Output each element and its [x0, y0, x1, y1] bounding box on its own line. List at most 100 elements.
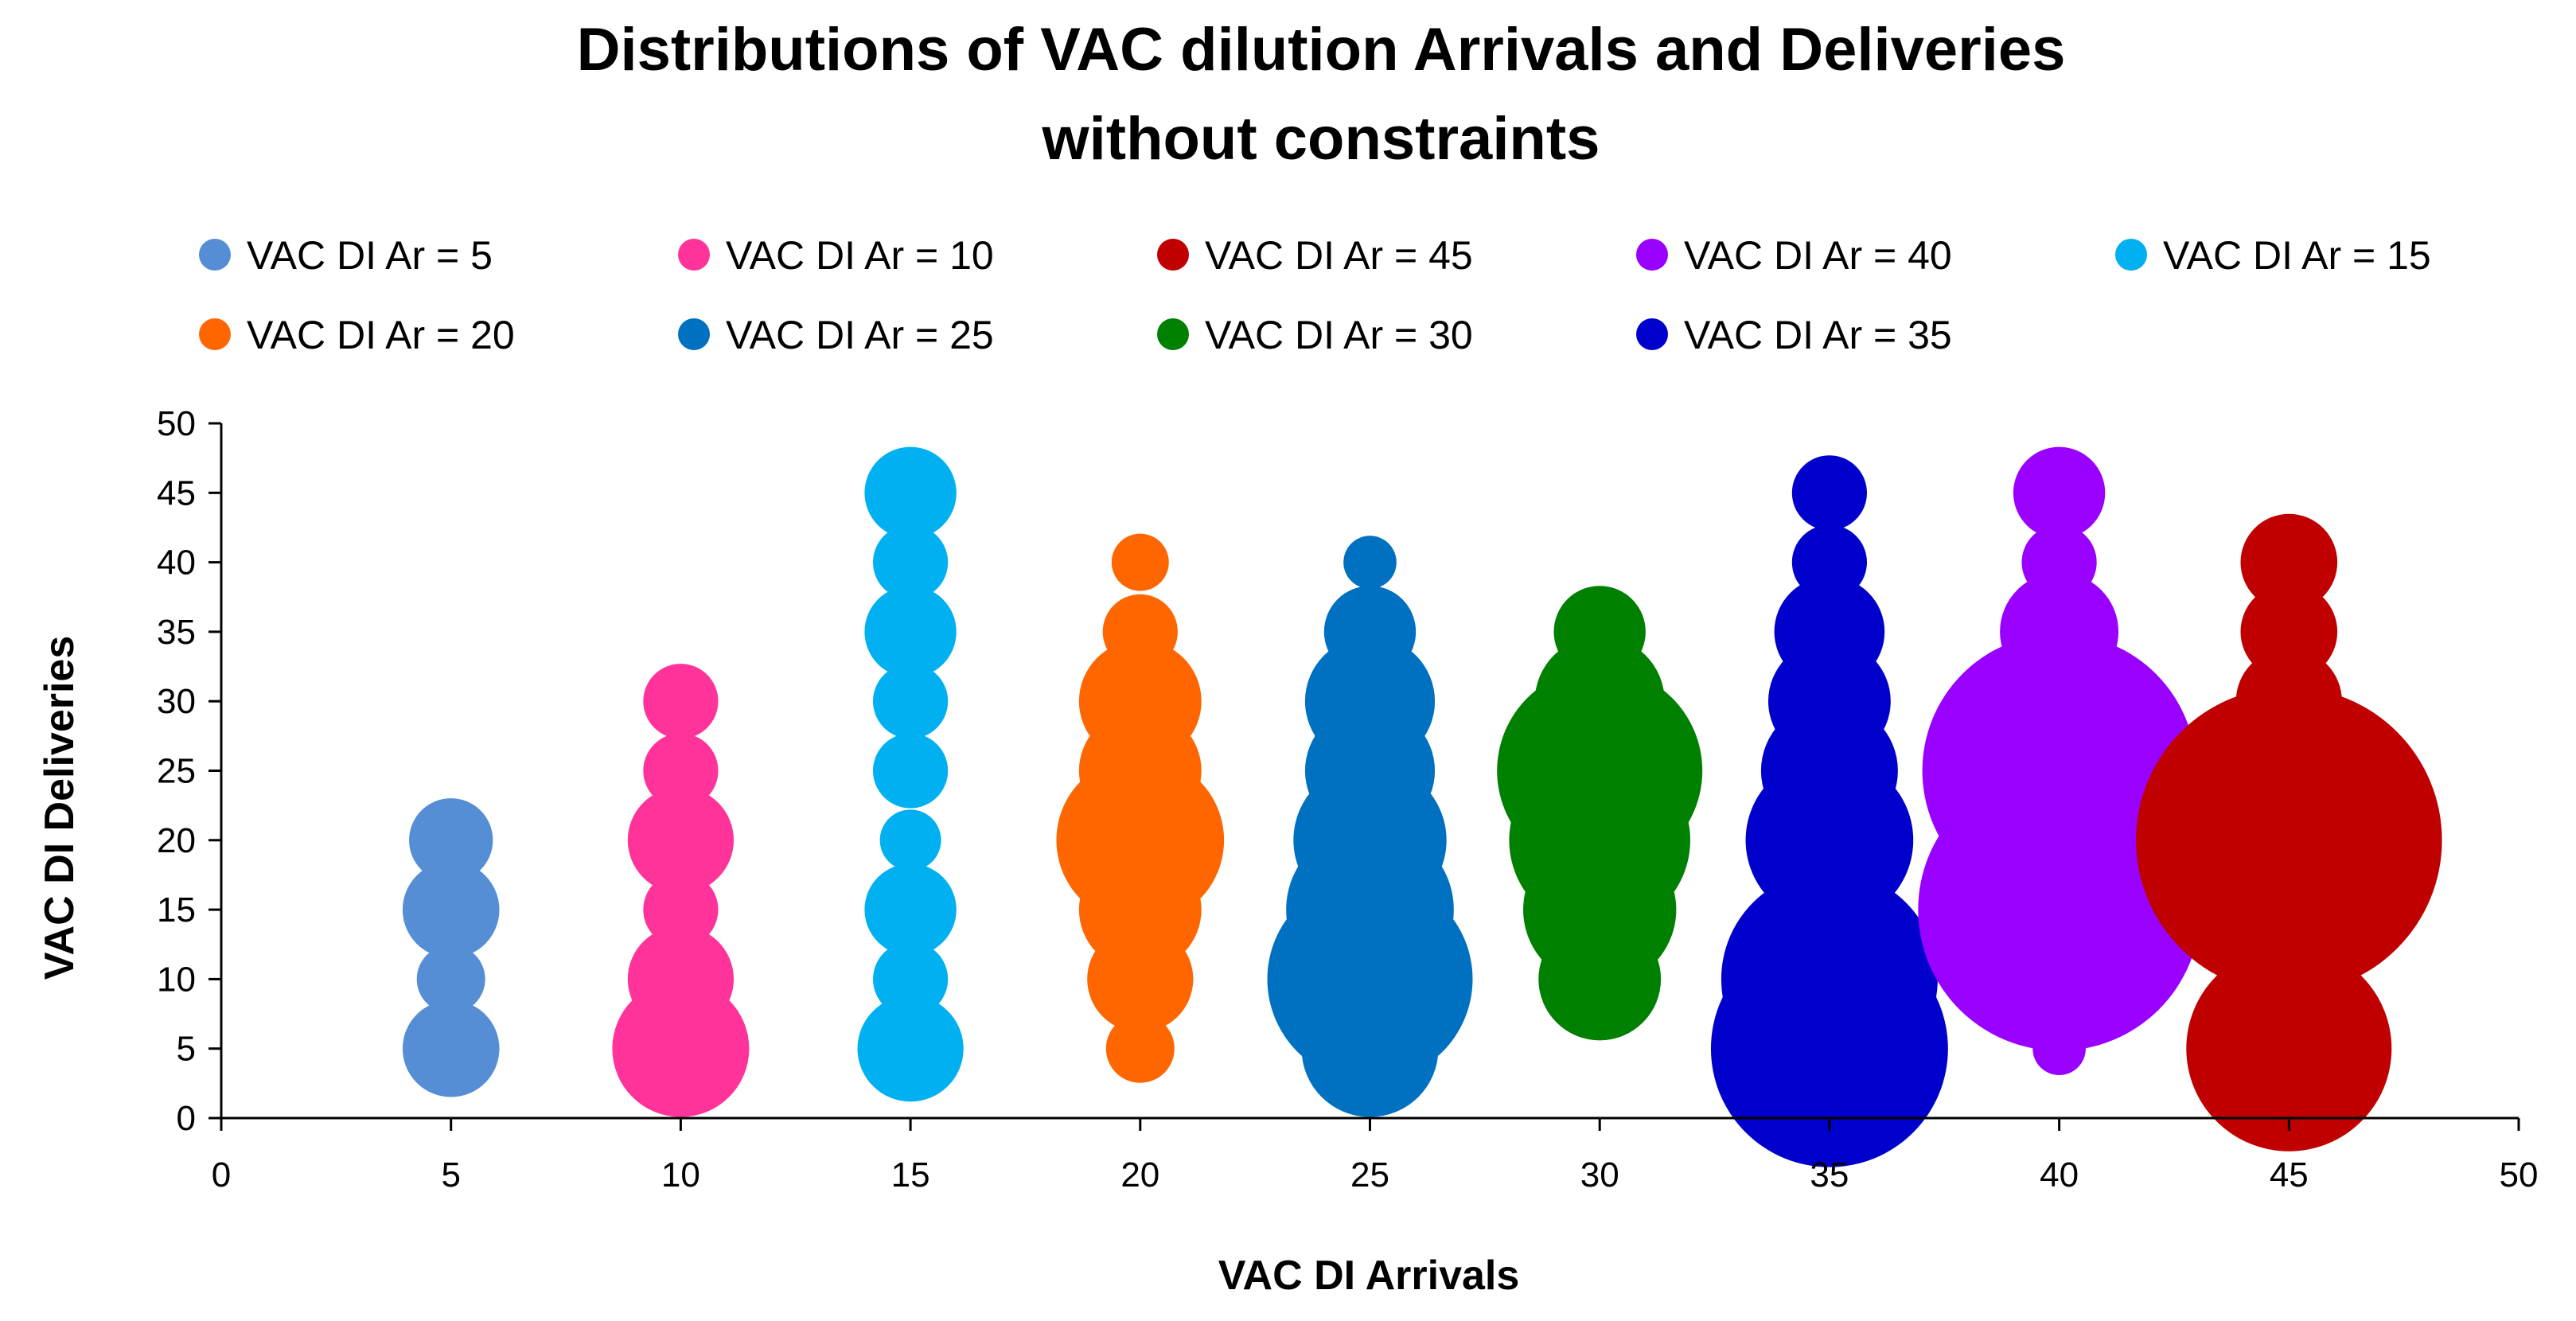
legend-item-vacdiar-40: VAC DI Ar = 40 [1636, 233, 1952, 278]
legend-item-vacdiar-45: VAC DI Ar = 45 [1157, 233, 1473, 278]
legend-label: VAC DI Ar = 5 [247, 233, 493, 278]
x-tick-label: 25 [1350, 1155, 1389, 1194]
legend-marker [2115, 239, 2147, 271]
legend-item-vacdiar-25: VAC DI Ar = 25 [678, 313, 994, 357]
legend-label: VAC DI Ar = 45 [1205, 233, 1473, 278]
bubble-point [1774, 576, 1885, 688]
y-tick-label: 25 [157, 752, 196, 791]
bubble-point [1323, 586, 1417, 678]
bubble-point [627, 787, 735, 894]
plot-bubbles [402, 446, 2442, 1167]
x-tick-label: 35 [1810, 1155, 1849, 1194]
bubble-point [1791, 524, 1868, 600]
legend-marker [199, 318, 231, 350]
bubble-point [1078, 640, 1202, 763]
x-tick-label: 0 [212, 1155, 231, 1194]
bubble-point [1343, 536, 1397, 589]
legend-label: VAC DI Ar = 30 [1205, 313, 1473, 357]
x-tick-label: 50 [2500, 1155, 2539, 1194]
legend-item-vacdiar-20: VAC DI Ar = 20 [199, 313, 515, 357]
series-vacdiar-35 [1710, 455, 1948, 1167]
series-vacdiar-45 [2135, 513, 2442, 1151]
series-vacdiar-25 [1267, 536, 1473, 1117]
axes: 0 5 10 15 20 25 30 35 40 45 50 0 5 10 15 20 25 30 35 40 45 50 [157, 404, 2538, 1194]
bubble-point [1304, 636, 1436, 766]
legend-item-vacdiar-30: VAC DI Ar = 30 [1157, 313, 1473, 357]
y-axis-label: VAC DI Deliveries [37, 636, 83, 980]
legend: VAC DI Ar = 5 VAC DI Ar = 10 VAC DI Ar = 4… [199, 233, 2431, 357]
x-tick-label: 45 [2270, 1155, 2309, 1194]
series-vacdiar-10 [612, 664, 750, 1117]
y-tick-label: 0 [177, 1099, 196, 1138]
bubble-point [1105, 1014, 1175, 1083]
bubble-point [1553, 586, 1646, 678]
bubble-point [864, 446, 957, 539]
bubble-point [2135, 687, 2442, 994]
bubble-point [1791, 455, 1868, 531]
bubble-point [643, 733, 719, 809]
y-tick-label: 30 [157, 682, 196, 721]
bubble-point [2013, 446, 2106, 539]
chart-title: Distributions of VAC dilution Arrivals a… [577, 16, 2066, 173]
legend-marker [199, 239, 231, 271]
bubble-point [872, 941, 949, 1017]
bubble-point [1922, 633, 2196, 908]
y-tick-label: 5 [177, 1030, 196, 1069]
series-vacdiar-5 [402, 798, 500, 1097]
bubble-point [627, 925, 735, 1033]
legend-item-vacdiar-5: VAC DI Ar = 5 [199, 233, 493, 278]
legend-label: VAC DI Ar = 15 [2163, 233, 2431, 278]
bubble-point [409, 798, 493, 883]
y-tick-label: 20 [157, 821, 196, 860]
bubble-point [2240, 513, 2338, 611]
bubble-point [2021, 524, 2097, 600]
legend-marker [1636, 239, 1668, 271]
series-vacdiar-20 [1056, 533, 1225, 1083]
y-tick-label: 10 [157, 960, 196, 999]
legend-item-vacdiar-10: VAC DI Ar = 10 [678, 233, 994, 278]
bubble-point [872, 524, 949, 600]
bubble-point [2240, 583, 2338, 680]
bubble-point [879, 809, 941, 871]
legend-label: VAC DI Ar = 25 [726, 313, 994, 357]
y-tick-label: 15 [157, 890, 196, 929]
x-tick-label: 40 [2040, 1155, 2079, 1194]
series-vacdiar-15 [857, 446, 964, 1102]
legend-item-vacdiar-35: VAC DI Ar = 35 [1636, 313, 1952, 357]
legend-item-vacdiar-15: VAC DI Ar = 15 [2115, 233, 2431, 278]
legend-marker [1157, 239, 1189, 271]
bubble-point [643, 871, 719, 948]
bubble-point [857, 996, 964, 1102]
legend-label: VAC DI Ar = 10 [726, 233, 994, 278]
y-tick-label: 40 [157, 544, 196, 583]
bubble-point [872, 733, 949, 809]
y-tick-label: 35 [157, 613, 196, 652]
bubble-point [416, 945, 485, 1014]
bubble-point [2235, 648, 2342, 754]
x-tick-label: 20 [1120, 1155, 1159, 1194]
legend-label: VAC DI Ar = 40 [1684, 233, 1952, 278]
chart-title-line-2: without constraints [1042, 105, 1600, 173]
x-tick-label: 15 [891, 1155, 930, 1194]
bubble-point [643, 664, 719, 739]
bubble-point [1111, 533, 1169, 591]
bubble-point [1721, 871, 1938, 1088]
bubble-point [864, 863, 957, 956]
bubble-point [864, 586, 957, 678]
legend-marker [678, 239, 710, 271]
x-tick-label: 10 [661, 1155, 700, 1194]
x-axis-label: VAC DI Arrivals [1218, 1253, 1520, 1299]
legend-marker [1636, 318, 1668, 350]
bubble-point [1534, 636, 1665, 766]
bubble-point [2000, 572, 2119, 692]
series-vacdiar-30 [1497, 586, 1703, 1041]
bubble-point [1102, 594, 1178, 670]
y-tick-label: 50 [157, 404, 196, 443]
series-vacdiar-40 [1918, 446, 2200, 1076]
y-tick-label: 45 [157, 473, 196, 512]
bubble-point [402, 861, 500, 958]
legend-marker [1157, 318, 1189, 350]
bubble-point [872, 664, 949, 739]
